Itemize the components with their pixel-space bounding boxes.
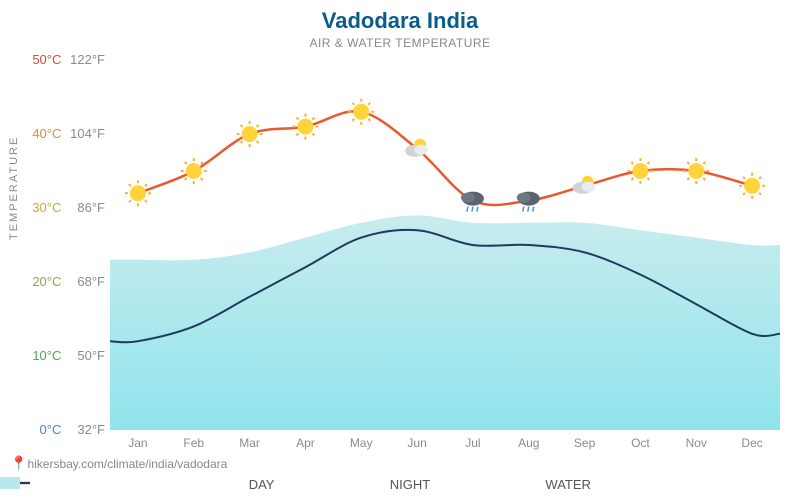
legend: DAY NIGHT WATER bbox=[0, 477, 800, 492]
legend-night: NIGHT bbox=[332, 477, 452, 492]
legend-water-label: WATER bbox=[545, 477, 591, 492]
sun-icon bbox=[181, 158, 207, 184]
partly-icon bbox=[573, 176, 596, 194]
day-markers bbox=[125, 99, 765, 212]
rain-icon bbox=[517, 192, 540, 212]
sun-icon bbox=[237, 121, 263, 147]
water-series bbox=[110, 215, 780, 430]
footer-url: 📍hikersbay.com/climate/india/vadodara bbox=[10, 455, 227, 472]
legend-water: WATER bbox=[488, 477, 609, 492]
chart-svg bbox=[0, 0, 800, 500]
pin-icon: 📍 bbox=[10, 455, 27, 471]
sun-icon bbox=[125, 180, 151, 206]
footer-url-text: hikersbay.com/climate/india/vadodara bbox=[27, 457, 227, 471]
legend-night-label: NIGHT bbox=[390, 477, 430, 492]
day-series bbox=[138, 111, 752, 205]
legend-day-label: DAY bbox=[249, 477, 275, 492]
legend-day: DAY bbox=[191, 477, 296, 492]
rain-icon bbox=[461, 192, 484, 212]
sun-icon bbox=[739, 173, 765, 199]
